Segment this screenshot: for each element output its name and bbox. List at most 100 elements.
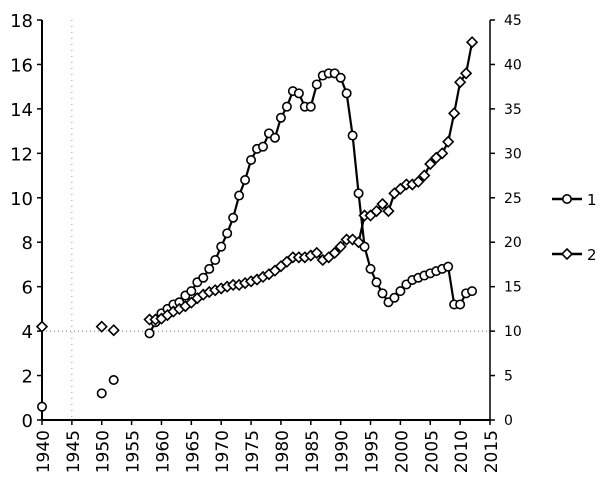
series-1-point-1940 bbox=[36, 401, 47, 412]
y2-tick-label-0: 0 bbox=[504, 413, 513, 429]
x-tick-label-1960: 1960 bbox=[153, 430, 173, 473]
legend-label-2: 2 bbox=[587, 246, 597, 264]
series-2-point-1986 bbox=[310, 246, 323, 260]
y-tick-label-8: 8 bbox=[22, 233, 33, 254]
series-1-point-1968 bbox=[204, 263, 215, 274]
x-tick-label-2015: 2015 bbox=[482, 430, 502, 473]
series-1-point-1995 bbox=[365, 263, 376, 274]
series-1-point-1981 bbox=[281, 101, 292, 112]
x-tick-label-1940: 1940 bbox=[34, 430, 54, 473]
series-2-point-1950 bbox=[95, 320, 108, 333]
series-1-point-1972 bbox=[228, 212, 239, 223]
x-tick-label-1980: 1980 bbox=[273, 430, 293, 473]
series-1-point-2010 bbox=[455, 299, 466, 310]
series-2-point-2011 bbox=[459, 67, 473, 80]
series-1-point-1996 bbox=[371, 277, 382, 288]
y-tick-label-16: 16 bbox=[10, 55, 33, 76]
series-2-point-1998 bbox=[382, 204, 395, 218]
series-1-point-1958 bbox=[144, 328, 155, 339]
x-tick-label-2000: 2000 bbox=[392, 430, 412, 473]
axes-layer: 0 2 4 6 8 10 12 14 16 18 0 5 10 15 20 25 30 35 40 45 1940 194… bbox=[10, 11, 522, 473]
x-tick-label-2010: 2010 bbox=[452, 430, 472, 473]
x-tick-label-1985: 1985 bbox=[303, 430, 323, 473]
series-2-point-1940 bbox=[35, 320, 49, 333]
series-1-point-1970 bbox=[216, 241, 227, 252]
x-tick-label-1990: 1990 bbox=[333, 430, 353, 473]
y-tick-label-4: 4 bbox=[22, 322, 33, 343]
legend-marker-2 bbox=[560, 247, 574, 261]
y2-tick-label-20: 20 bbox=[504, 235, 522, 251]
series-1-point-1993 bbox=[353, 188, 364, 199]
series-1-point-1975 bbox=[246, 155, 257, 166]
series-2 bbox=[35, 36, 479, 337]
series-1-point-1999 bbox=[389, 292, 400, 303]
x-tick-label-1945: 1945 bbox=[64, 430, 84, 473]
legend-layer: 12 bbox=[552, 191, 597, 264]
legend-marker-1 bbox=[561, 194, 572, 205]
y2-tick-label-45: 45 bbox=[504, 13, 522, 29]
y2-tick-label-25: 25 bbox=[504, 191, 522, 207]
series-1-point-1997 bbox=[377, 288, 388, 299]
y-tick-label-0: 0 bbox=[22, 411, 33, 432]
series-1 bbox=[36, 68, 478, 412]
series-1-point-1967 bbox=[198, 272, 209, 283]
series-2-point-2005 bbox=[424, 157, 437, 171]
x-tick-label-1995: 1995 bbox=[363, 430, 383, 473]
series-1-point-1994 bbox=[359, 241, 370, 252]
series-2-point-2003 bbox=[412, 175, 425, 188]
y-tick-label-2: 2 bbox=[22, 367, 33, 388]
grid-layer bbox=[42, 20, 490, 420]
y-tick-label-10: 10 bbox=[10, 189, 33, 210]
y-tick-label-14: 14 bbox=[10, 100, 33, 121]
x-tick-label-1970: 1970 bbox=[213, 430, 233, 473]
series-1-point-1952 bbox=[108, 374, 119, 385]
series-1-point-1977 bbox=[258, 141, 269, 152]
series-1-point-1986 bbox=[311, 79, 322, 90]
series-1-point-1969 bbox=[210, 255, 221, 266]
series-2-point-1989 bbox=[328, 246, 341, 260]
series-2-point-1990 bbox=[334, 240, 347, 253]
series-1-point-1983 bbox=[293, 88, 304, 99]
y2-tick-label-40: 40 bbox=[504, 57, 522, 73]
series-2-point-1996 bbox=[370, 204, 383, 218]
series-1-point-2012 bbox=[467, 286, 478, 297]
y-tick-label-18: 18 bbox=[10, 11, 33, 32]
series-1-point-1965 bbox=[186, 286, 197, 297]
series-2-point-1993 bbox=[352, 236, 365, 249]
x-tick-label-1965: 1965 bbox=[183, 430, 203, 473]
x-tick-label-1950: 1950 bbox=[94, 430, 114, 473]
series-1-point-2000 bbox=[395, 286, 406, 297]
series-2-point-1997 bbox=[376, 197, 389, 211]
series-1-point-1974 bbox=[240, 175, 251, 186]
series-1-point-2008 bbox=[443, 261, 454, 272]
series-2-point-2007 bbox=[436, 147, 449, 160]
series-1-point-1990 bbox=[335, 72, 346, 83]
series-1-point-1971 bbox=[222, 228, 233, 239]
series-2-point-1952 bbox=[107, 324, 120, 337]
y2-tick-label-5: 5 bbox=[504, 369, 513, 385]
series-1-point-1992 bbox=[347, 130, 358, 141]
series-2-point-2009 bbox=[448, 107, 461, 120]
series-2-point-2004 bbox=[418, 169, 431, 182]
x-tick-label-2005: 2005 bbox=[422, 430, 442, 473]
y2-tick-label-30: 30 bbox=[504, 146, 522, 162]
series-2-point-2008 bbox=[442, 135, 455, 148]
y2-tick-label-35: 35 bbox=[504, 102, 522, 118]
y2-tick-label-15: 15 bbox=[504, 280, 522, 296]
series-1-point-1973 bbox=[234, 190, 245, 201]
y-tick-label-6: 6 bbox=[22, 278, 33, 299]
series-layer bbox=[35, 36, 479, 412]
legend-label-1: 1 bbox=[587, 191, 597, 209]
series-1-point-1950 bbox=[96, 388, 107, 399]
series-1-point-1980 bbox=[275, 112, 286, 123]
series-2-point-2012 bbox=[465, 36, 479, 49]
x-tick-label-1975: 1975 bbox=[243, 430, 263, 473]
series-1-point-1985 bbox=[305, 101, 316, 112]
series-1-point-1979 bbox=[269, 132, 280, 143]
y-tick-label-12: 12 bbox=[10, 144, 33, 165]
series-2-point-2010 bbox=[454, 76, 467, 89]
y2-tick-label-10: 10 bbox=[504, 324, 522, 340]
x-tick-label-1955: 1955 bbox=[124, 430, 144, 473]
series-1-point-1991 bbox=[341, 88, 352, 99]
